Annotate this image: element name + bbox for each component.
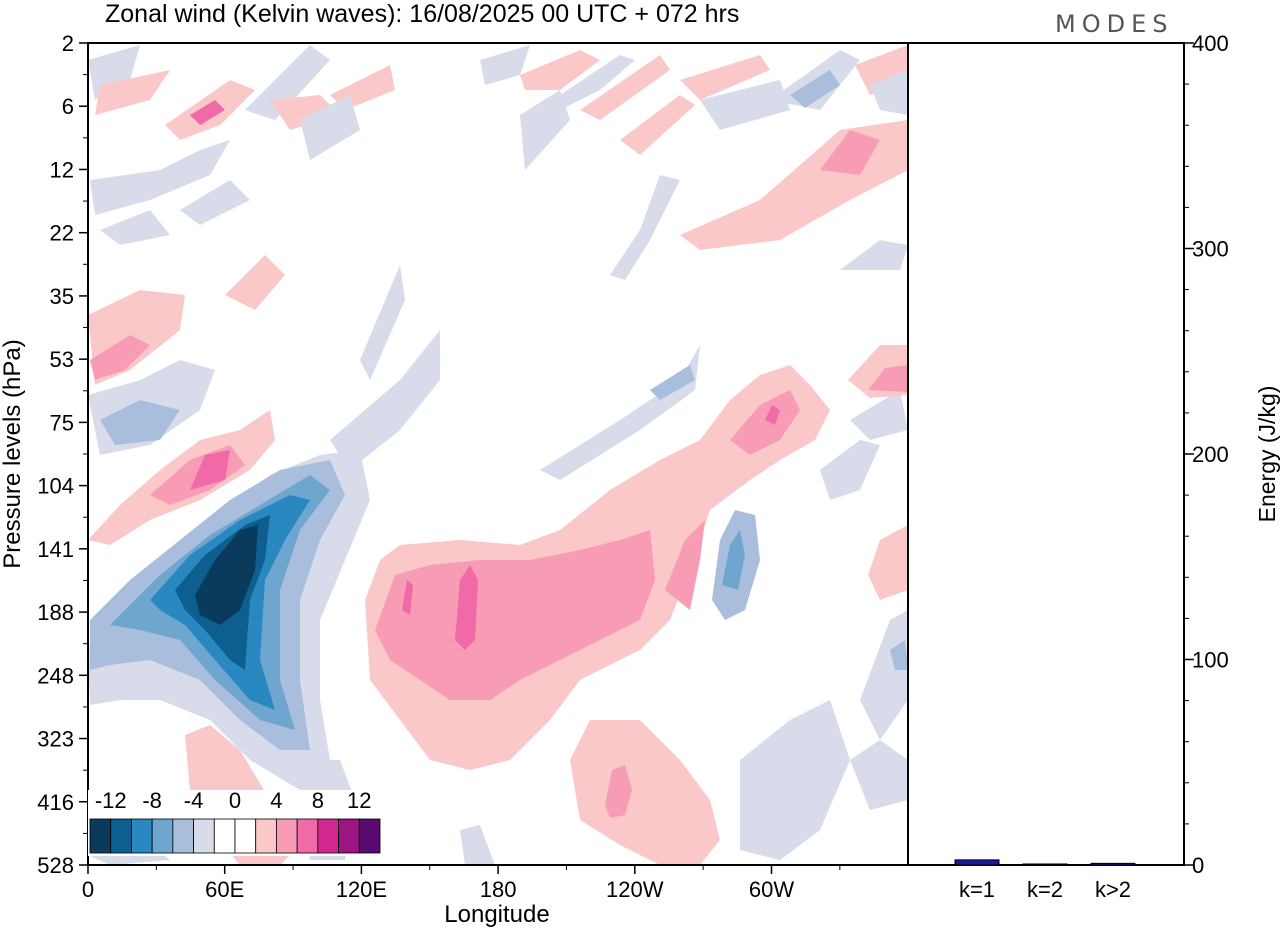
y-tick-label: 188 bbox=[37, 600, 74, 625]
colorbar-tick-label: 12 bbox=[347, 788, 371, 813]
energy-bar bbox=[1022, 863, 1068, 866]
colorbar-tick-label: -12 bbox=[95, 788, 127, 813]
x-tick-label: 120E bbox=[336, 877, 387, 902]
x-tick-label: 180 bbox=[480, 877, 517, 902]
colorbar bbox=[88, 790, 382, 856]
colorbar-swatch bbox=[276, 818, 298, 854]
colorbar-swatch bbox=[338, 818, 360, 854]
energy-x-axis: k=1 k=2 k>2 bbox=[959, 877, 1131, 902]
energy-y-tick-label: 0 bbox=[1192, 853, 1204, 878]
colorbar-swatch bbox=[193, 818, 215, 854]
x-tick-label: 0 bbox=[82, 877, 94, 902]
colorbar-tick-label: 8 bbox=[312, 788, 324, 813]
main-x-axis: 0 60E 120E 180 120W 60W bbox=[82, 865, 841, 902]
colorbar-swatch bbox=[358, 818, 381, 854]
y-tick-label: 104 bbox=[37, 474, 74, 499]
energy-bar bbox=[954, 859, 1000, 866]
colorbar-tick-label: 4 bbox=[270, 788, 282, 813]
y-tick-label: 248 bbox=[37, 663, 74, 688]
energy-bar bbox=[1090, 862, 1136, 866]
energy-y-axis: 0 100 200 300 400 bbox=[1184, 31, 1229, 878]
energy-panel-frame bbox=[907, 42, 1185, 866]
energy-category-label: k=2 bbox=[1027, 877, 1063, 902]
colorbar-swatch bbox=[317, 818, 339, 854]
colorbar-swatch bbox=[131, 818, 153, 854]
y-tick-label: 416 bbox=[37, 790, 74, 815]
energy-y-tick-label: 200 bbox=[1192, 442, 1229, 467]
energy-category-label: k=1 bbox=[959, 877, 995, 902]
colorbar-swatch bbox=[296, 818, 319, 854]
x-tick-label: 120W bbox=[606, 877, 664, 902]
x-axis-label: Longitude bbox=[444, 901, 549, 928]
y-tick-label: 75 bbox=[50, 410, 74, 435]
x-tick-label: 60E bbox=[205, 877, 244, 902]
main-y-axis: 2 6 12 22 35 53 75 104 141 188 248 323 416 528 bbox=[37, 31, 88, 878]
colorbar-swatch bbox=[213, 818, 236, 854]
colorbar-swatch bbox=[255, 818, 277, 854]
contour-field bbox=[88, 45, 908, 865]
colorbar-swatch bbox=[172, 818, 194, 854]
y-tick-label: 2 bbox=[62, 31, 74, 56]
colorbar-tick-label: 0 bbox=[229, 788, 241, 813]
energy-axis-label: Energy (J/kg) bbox=[1254, 386, 1280, 523]
y-tick-label: 53 bbox=[50, 347, 74, 372]
y-tick-label: 12 bbox=[50, 157, 74, 182]
colorbar-labels: -12 -8 -4 0 4 8 12 bbox=[95, 788, 372, 813]
y-tick-label: 528 bbox=[37, 853, 74, 878]
energy-bars bbox=[954, 859, 1136, 866]
modes-logo: MODES bbox=[1055, 10, 1173, 38]
colorbar-swatch bbox=[151, 818, 174, 854]
y-tick-label: 323 bbox=[37, 727, 74, 752]
y-tick-label: 22 bbox=[50, 221, 74, 246]
y-tick-label: 35 bbox=[50, 284, 74, 309]
colorbar-swatch bbox=[234, 818, 257, 854]
colorbar-swatch bbox=[89, 818, 112, 854]
energy-y-tick-label: 300 bbox=[1192, 237, 1229, 262]
colorbar-swatch bbox=[110, 818, 132, 854]
chart-title: Zonal wind (Kelvin waves): 16/08/2025 00… bbox=[105, 0, 739, 28]
x-tick-label: 60W bbox=[749, 877, 794, 902]
colorbar-tick-label: -4 bbox=[184, 788, 204, 813]
energy-y-tick-label: 400 bbox=[1192, 31, 1229, 56]
energy-category-label: k>2 bbox=[1095, 877, 1131, 902]
energy-y-tick-label: 100 bbox=[1192, 648, 1229, 673]
colorbar-tick-label: -8 bbox=[142, 788, 162, 813]
y-axis-label: Pressure levels (hPa) bbox=[0, 339, 26, 568]
y-tick-label: 141 bbox=[37, 537, 74, 562]
y-tick-label: 6 bbox=[62, 94, 74, 119]
